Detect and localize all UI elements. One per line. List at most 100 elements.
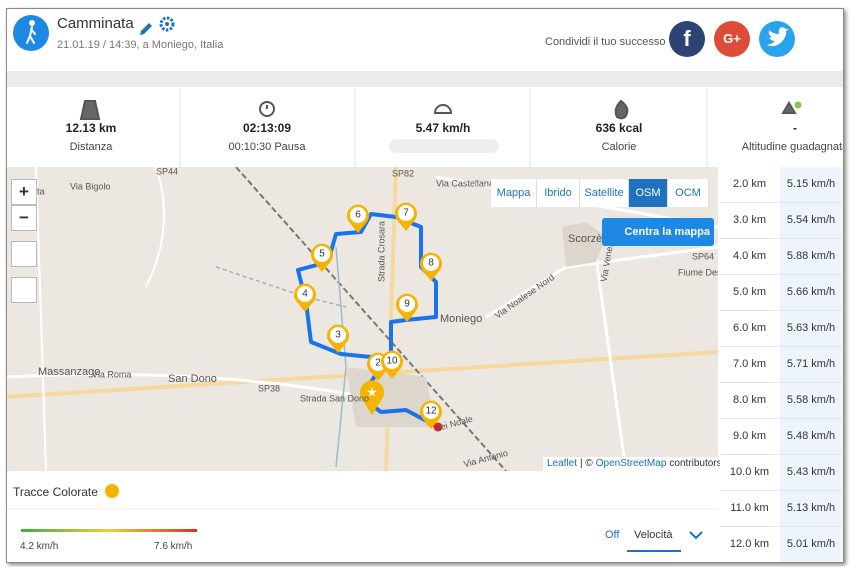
route-marker: 3 bbox=[327, 324, 350, 353]
stat-value: 636 kcal bbox=[595, 121, 643, 135]
walker-icon bbox=[26, 20, 36, 44]
marker-face bbox=[423, 255, 439, 271]
zoom-out[interactable]: − bbox=[11, 205, 37, 231]
layer-button[interactable]: Mappa bbox=[491, 179, 537, 207]
map-settings-button[interactable] bbox=[11, 277, 37, 303]
marker-label: 8 bbox=[428, 258, 434, 269]
split-speed: 5.88 km/h bbox=[780, 239, 842, 275]
marker-face bbox=[330, 327, 346, 343]
split-distance: 8.0 km bbox=[720, 383, 779, 419]
split-distance: 2.0 km bbox=[720, 167, 779, 203]
attribution-part: | © bbox=[580, 458, 593, 469]
map-place: SP64 bbox=[692, 251, 714, 261]
blurred-label bbox=[389, 139, 499, 153]
stat-dividers bbox=[179, 89, 708, 167]
attribution-part[interactable]: Leaflet bbox=[547, 458, 578, 469]
split-distance: 3.0 km bbox=[720, 203, 779, 239]
stat-value: 02:13:09 bbox=[242, 121, 292, 135]
route-marker: 9 bbox=[396, 293, 418, 322]
split-distance: 5.0 km bbox=[720, 275, 779, 311]
attribution-part: contributors bbox=[669, 458, 722, 469]
marker-face bbox=[384, 353, 400, 369]
separator-band bbox=[7, 71, 843, 87]
map-attribution: Leaflet | © OpenStreetMap contributors bbox=[543, 457, 729, 471]
zoom-in[interactable]: + bbox=[11, 179, 37, 205]
twitter-button[interactable] bbox=[759, 21, 795, 57]
marker-face bbox=[314, 246, 330, 262]
split-speed: 5.01 km/h bbox=[780, 527, 842, 562]
route-marker: 10 bbox=[381, 350, 404, 379]
google-plus-button[interactable]: G+ bbox=[714, 21, 750, 57]
split-distance: 9.0 km bbox=[720, 419, 779, 455]
dropdown-chevron[interactable] bbox=[689, 531, 703, 540]
tracks-star bbox=[105, 484, 119, 498]
edit-icon[interactable] bbox=[140, 23, 152, 35]
end-point bbox=[433, 422, 443, 432]
marker-label: 5 bbox=[319, 249, 325, 260]
layer-button[interactable]: Ibrido bbox=[537, 179, 580, 207]
toggle-off[interactable]: Off bbox=[605, 529, 620, 541]
marker-face bbox=[297, 286, 313, 302]
route-marker: 4 bbox=[294, 283, 316, 312]
stat-value: 12.13 km bbox=[65, 121, 117, 135]
marker-label: 3 bbox=[335, 330, 341, 341]
marker-label: 6 bbox=[355, 210, 361, 221]
map-place: Via Castellana bbox=[436, 178, 494, 188]
map-place: Fiume Dese bbox=[678, 267, 718, 277]
map-place: Strada San Dono bbox=[300, 393, 369, 403]
layer-button[interactable]: OCM bbox=[668, 179, 709, 207]
marker-label: 2 bbox=[375, 358, 381, 369]
map-place: SP82 bbox=[392, 168, 414, 178]
tracks-title: Tracce Colorate bbox=[13, 485, 98, 499]
layer-button[interactable]: Satellite bbox=[580, 179, 629, 207]
stat-label: 00:10:30 Pausa bbox=[228, 141, 306, 153]
split-distance: 12.0 km bbox=[720, 527, 779, 562]
center-map-button[interactable]: Centra la mappa bbox=[602, 218, 714, 246]
speed-gradient bbox=[21, 529, 197, 532]
route-marker: 12 bbox=[420, 400, 443, 429]
map-place: SP44 bbox=[156, 167, 178, 176]
marker-label: 9 bbox=[404, 299, 410, 310]
marker-face bbox=[399, 296, 415, 312]
map-place: Moniego bbox=[440, 313, 482, 325]
settings-icon[interactable] bbox=[159, 16, 175, 32]
route-marker: 7 bbox=[395, 202, 417, 231]
share-label: Condividi il tuo successo bbox=[545, 36, 666, 48]
map-place: Strada Crosara bbox=[376, 221, 386, 282]
activity-title: Camminata bbox=[57, 15, 134, 32]
fullscreen-button[interactable] bbox=[11, 241, 37, 267]
map: ★ alta Via Bigolo SP44 SP82 Via Castellana Sc… bbox=[7, 167, 718, 471]
route-marker: 5 bbox=[311, 243, 333, 272]
marker-face bbox=[398, 205, 414, 221]
stat-label: Distanza bbox=[69, 141, 113, 153]
route-marker: 8 bbox=[420, 252, 442, 281]
map-place: Via Noalese Nord bbox=[493, 272, 556, 321]
stat-icons bbox=[79, 99, 802, 120]
split-speed: 5.66 km/h bbox=[780, 275, 842, 311]
speed-min: 4.2 km/h bbox=[20, 541, 59, 552]
svg-text:★: ★ bbox=[366, 384, 378, 399]
split-speed: 5.63 km/h bbox=[780, 311, 842, 347]
layout-layer bbox=[7, 15, 843, 552]
map-place: alta bbox=[30, 186, 45, 196]
marker-label: 7 bbox=[403, 208, 409, 219]
layer-button[interactable]: OSM bbox=[629, 179, 668, 207]
split-distance: 4.0 km bbox=[720, 239, 779, 275]
split-distance: 7.0 km bbox=[720, 347, 779, 383]
map-place: Massanzago bbox=[38, 366, 100, 378]
map-place: SP38 bbox=[258, 383, 280, 393]
attribution-part[interactable]: OpenStreetMap bbox=[595, 458, 667, 469]
split-speed: 5.71 km/h bbox=[780, 347, 842, 383]
split-speed: 5.43 km/h bbox=[780, 455, 842, 491]
facebook-button[interactable]: f bbox=[669, 21, 705, 57]
metric-select[interactable]: Velocità bbox=[634, 529, 673, 541]
app: ★ alta Via Bigolo SP44 SP82 Via Castellana Sc… bbox=[6, 8, 844, 563]
split-distance: 6.0 km bbox=[720, 311, 779, 347]
marker-label: 4 bbox=[302, 289, 308, 300]
start-marker: ★ bbox=[359, 380, 384, 415]
split-distance: 10.0 km bbox=[720, 455, 779, 491]
marker-label: 10 bbox=[386, 356, 398, 367]
stat-label: Altitudine guadagnata bbox=[741, 141, 844, 153]
activity-subtitle: 21.01.19 / 14:39, a Moniego, Italia bbox=[57, 39, 224, 51]
